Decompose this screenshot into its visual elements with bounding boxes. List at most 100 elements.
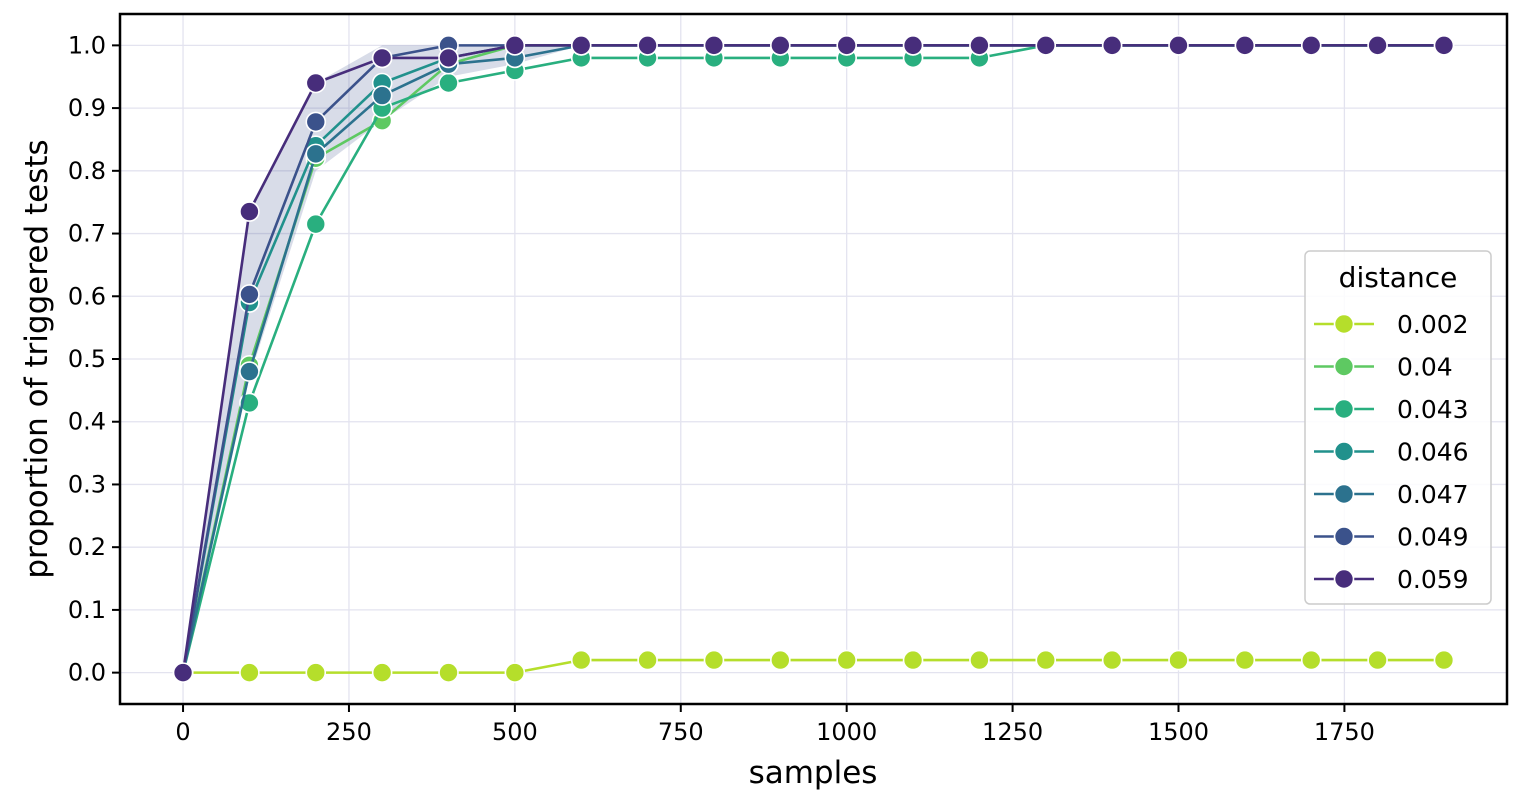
data-point-0.002-900 bbox=[770, 649, 791, 671]
data-point-0.002-1500 bbox=[1168, 649, 1189, 671]
legend-item-0.059: 0.059 bbox=[1314, 565, 1469, 594]
data-point-0.002-1800 bbox=[1367, 649, 1388, 671]
data-point-0.059-1600 bbox=[1234, 35, 1256, 56]
legend-swatch-marker-0.049 bbox=[1333, 526, 1355, 547]
y-tick-label-4: 0.4 bbox=[68, 408, 106, 436]
confidence-band-group bbox=[183, 45, 582, 673]
legend-item-0.043: 0.043 bbox=[1314, 395, 1469, 424]
x-tick-label-2: 500 bbox=[492, 718, 538, 746]
legend-swatch-marker-0.046 bbox=[1333, 441, 1355, 462]
data-point-0.059-1700 bbox=[1300, 35, 1322, 56]
data-point-0.059-0 bbox=[172, 662, 194, 683]
data-point-0.002-500 bbox=[504, 662, 526, 683]
data-point-0.059-500 bbox=[504, 35, 526, 56]
data-point-0.059-1500 bbox=[1168, 35, 1189, 56]
legend-label-0.046: 0.046 bbox=[1397, 438, 1469, 467]
data-point-0.059-1800 bbox=[1367, 35, 1388, 56]
data-point-0.059-1200 bbox=[969, 35, 990, 56]
data-point-0.002-1600 bbox=[1234, 649, 1256, 671]
data-point-0.047-100 bbox=[239, 361, 260, 382]
legend-label-0.002: 0.002 bbox=[1397, 310, 1469, 339]
legend-item-0.002: 0.002 bbox=[1314, 310, 1469, 339]
legend-item-0.049: 0.049 bbox=[1314, 523, 1469, 552]
y-tick-label-3: 0.3 bbox=[68, 470, 106, 498]
series-group bbox=[172, 35, 1455, 683]
legend-swatch-marker-0.059 bbox=[1333, 568, 1355, 590]
legend-swatch-marker-0.04 bbox=[1333, 356, 1355, 377]
legend-item-0.047: 0.047 bbox=[1314, 480, 1469, 509]
y-tick-label-7: 0.7 bbox=[68, 220, 106, 248]
y-tick-label-1: 0.1 bbox=[68, 596, 106, 624]
data-point-0.059-300 bbox=[371, 47, 393, 69]
legend-label-0.047: 0.047 bbox=[1397, 480, 1469, 509]
confidence-band bbox=[183, 45, 582, 673]
x-tick-label-3: 750 bbox=[658, 718, 704, 746]
data-point-0.059-400 bbox=[438, 47, 459, 69]
data-point-0.002-700 bbox=[637, 649, 658, 671]
x-tick-label-6: 1500 bbox=[1148, 718, 1209, 746]
legend-swatch-marker-0.047 bbox=[1333, 483, 1355, 505]
series-0.059 bbox=[172, 35, 1455, 683]
data-point-0.002-400 bbox=[438, 662, 459, 683]
data-point-0.049-100 bbox=[239, 284, 260, 305]
x-tick-label-4: 1000 bbox=[816, 718, 877, 746]
data-point-0.059-600 bbox=[570, 35, 592, 56]
data-point-0.059-200 bbox=[305, 72, 327, 94]
y-tick-label-2: 0.2 bbox=[68, 533, 106, 561]
data-point-0.049-200 bbox=[305, 111, 327, 133]
y-tick-label-10: 1.0 bbox=[68, 31, 106, 59]
y-tick-label-9: 0.9 bbox=[68, 94, 106, 122]
data-point-0.002-1900 bbox=[1433, 649, 1455, 671]
y-axis: 0.0 0.1 0.2 0.3 0.4 0.5 0.6 0.7 0.8 0.9 1.0 bbox=[68, 31, 120, 687]
data-point-0.059-1400 bbox=[1101, 35, 1123, 56]
data-point-0.043-400 bbox=[438, 72, 459, 94]
data-point-0.059-1000 bbox=[836, 35, 857, 56]
y-tick-label-8: 0.8 bbox=[68, 157, 106, 185]
legend-items: 0.002 0.04 0.043 0.046 0.047 0.049 0.059 bbox=[1314, 310, 1469, 594]
data-point-0.059-100 bbox=[239, 201, 260, 222]
legend-swatch-marker-0.043 bbox=[1333, 398, 1355, 420]
x-axis-label: samples bbox=[749, 755, 878, 791]
legend-label-0.04: 0.04 bbox=[1397, 353, 1453, 382]
data-point-0.059-700 bbox=[637, 35, 658, 56]
legend: distance 0.0020.040.0430.0460.0470.0490.… bbox=[1304, 250, 1492, 605]
data-point-0.002-1700 bbox=[1300, 649, 1322, 671]
series-line-0.059 bbox=[181, 44, 1444, 673]
series-line-0.002 bbox=[183, 658, 1444, 674]
legend-item-0.046: 0.046 bbox=[1314, 438, 1469, 467]
legend-title: distance bbox=[1339, 261, 1458, 294]
legend-item-0.04: 0.04 bbox=[1314, 353, 1453, 382]
y-tick-label-5: 0.5 bbox=[68, 345, 106, 373]
data-point-0.002-600 bbox=[570, 649, 592, 671]
data-point-0.059-1900 bbox=[1433, 35, 1455, 56]
data-point-0.002-300 bbox=[371, 662, 393, 683]
data-point-0.002-1100 bbox=[902, 649, 924, 671]
data-point-0.002-200 bbox=[305, 662, 327, 683]
data-point-0.059-1300 bbox=[1035, 35, 1057, 56]
legend-label-0.049: 0.049 bbox=[1397, 523, 1469, 552]
data-point-0.059-800 bbox=[703, 35, 725, 56]
y-axis-label: proportion of triggered tests bbox=[19, 139, 55, 578]
y-tick-label-0: 0.0 bbox=[68, 659, 106, 687]
x-tick-label-7: 1750 bbox=[1314, 718, 1375, 746]
legend-box bbox=[1304, 250, 1492, 605]
data-point-0.002-800 bbox=[703, 649, 725, 671]
x-tick-label-1: 250 bbox=[326, 718, 372, 746]
data-point-0.002-1200 bbox=[969, 649, 990, 671]
data-point-0.043-200 bbox=[305, 213, 327, 235]
legend-label-0.043: 0.043 bbox=[1397, 395, 1469, 424]
legend-swatch-marker-0.002 bbox=[1333, 313, 1355, 335]
data-point-0.047-300 bbox=[371, 85, 393, 106]
legend-label-0.059: 0.059 bbox=[1397, 565, 1469, 594]
x-axis: 0 250 500 750 1000 1250 1500 1750 bbox=[175, 704, 1375, 746]
y-tick-label-6: 0.6 bbox=[68, 282, 106, 310]
data-point-0.002-100 bbox=[239, 662, 260, 683]
data-point-0.002-1000 bbox=[836, 649, 857, 671]
data-point-0.059-900 bbox=[770, 35, 791, 56]
data-point-0.059-1100 bbox=[902, 35, 924, 56]
x-tick-label-5: 1250 bbox=[982, 718, 1043, 746]
data-point-0.047-200 bbox=[305, 143, 327, 165]
data-point-0.002-1400 bbox=[1101, 649, 1123, 671]
data-point-0.002-1300 bbox=[1035, 649, 1057, 671]
